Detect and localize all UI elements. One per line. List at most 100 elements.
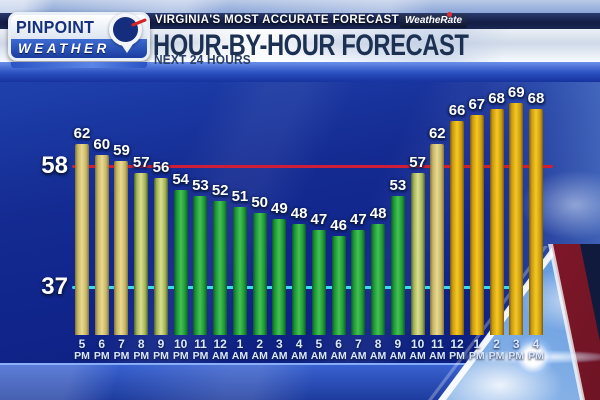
page-subtitle: NEXT 24 HOURS <box>154 53 251 67</box>
hour-meridiem: AM <box>330 349 347 362</box>
bar-value-label: 68 <box>527 90 545 108</box>
hour-label: 9 AM <box>382 338 414 362</box>
hour-meridiem: AM <box>251 349 268 362</box>
top-accent-strip <box>0 0 600 14</box>
hour-meridiem: PM <box>74 349 90 362</box>
hour-label: 5 PM <box>66 338 98 362</box>
temp-bar <box>292 224 307 335</box>
station-tagline: VIRGINIA'S MOST ACCURATE FORECAST <box>155 14 400 26</box>
bar-value-label: 47 <box>350 211 367 229</box>
hour-number: 2 <box>256 337 263 351</box>
temp-bar <box>114 160 129 335</box>
temp-bar <box>390 195 405 335</box>
weatherate-badge-label: WeatheRate <box>405 15 463 26</box>
bar-value-label: 47 <box>310 211 328 229</box>
hour-meridiem: AM <box>350 349 367 362</box>
hour-label: 8 PM <box>125 338 157 362</box>
temp-bar <box>450 120 465 335</box>
hour-number: 10 <box>174 337 188 351</box>
hour-meridiem: AM <box>369 349 387 362</box>
hour-meridiem: PM <box>93 349 110 362</box>
bar-value-label: 62 <box>428 124 446 142</box>
temp-bar <box>469 114 484 335</box>
bar-value-label: 56 <box>152 159 170 177</box>
temp-bar <box>252 212 267 335</box>
hour-number: 12 <box>213 337 227 351</box>
hour-number: 8 <box>137 337 145 351</box>
hour-meridiem: AM <box>212 349 229 362</box>
hour-label: 10 AM <box>402 338 434 362</box>
bar-value-label: 51 <box>231 188 249 206</box>
temp-bar <box>529 109 544 335</box>
bottom-band <box>0 363 600 400</box>
bar-value-label: 60 <box>93 136 111 154</box>
temp-bar <box>331 235 346 335</box>
hour-number: 6 <box>98 337 106 351</box>
bar-value-label: 53 <box>192 176 209 194</box>
hour-label: 12 AM <box>204 338 236 362</box>
hour-number: 6 <box>335 337 342 351</box>
pin-tail-icon <box>121 44 133 53</box>
temp-bar <box>371 224 386 335</box>
temp-bar <box>173 189 188 335</box>
temp-bar <box>410 172 425 335</box>
hour-label: 4 PM <box>520 338 552 362</box>
hour-number: 3 <box>276 337 283 351</box>
temp-bar <box>509 103 524 335</box>
logo-line2: WEATHER <box>11 39 147 58</box>
hour-number: 4 <box>532 337 540 351</box>
temp-bar <box>193 195 208 335</box>
hour-label: 9 PM <box>145 338 177 362</box>
hour-label: 1 AM <box>224 338 256 362</box>
axis-label-58: 58 <box>41 151 68 179</box>
bar-value-label: 49 <box>271 199 288 217</box>
hour-meridiem: AM <box>290 349 308 362</box>
bar-value-label: 69 <box>507 84 525 102</box>
hour-number: 8 <box>374 337 382 351</box>
logo-underbar <box>11 62 147 68</box>
temp-bar <box>153 178 168 335</box>
hour-label: 11 PM <box>184 338 216 362</box>
temp-bar <box>351 230 366 335</box>
hour-label: 6 PM <box>86 338 118 362</box>
hour-number: 4 <box>295 337 303 351</box>
temp-bar <box>94 155 109 335</box>
hour-meridiem: AM <box>409 349 426 362</box>
hour-label: 5 AM <box>303 338 335 362</box>
axis-label-37: 37 <box>41 272 68 300</box>
weatherate-dot-icon <box>447 12 453 17</box>
bar-value-label: 46 <box>330 216 347 234</box>
bar-value-label: 48 <box>369 205 387 223</box>
hour-number: 9 <box>157 337 165 351</box>
bar-value-label: 68 <box>488 90 505 108</box>
bar-value-label: 57 <box>409 153 426 171</box>
hour-number: 5 <box>78 337 86 351</box>
bar-value-label: 52 <box>211 182 229 200</box>
hour-meridiem: PM <box>192 349 209 362</box>
hour-meridiem: AM <box>389 349 406 362</box>
bar-value-label: 48 <box>290 205 308 223</box>
hour-label: 4 AM <box>283 338 315 362</box>
hour-meridiem: AM <box>310 349 328 362</box>
hour-meridiem: PM <box>153 349 169 362</box>
reference-line-58 <box>72 165 553 169</box>
hour-number: 1 <box>236 337 244 351</box>
hour-number: 7 <box>118 337 125 351</box>
bar-value-label: 67 <box>468 95 486 113</box>
hour-label: 7 PM <box>105 338 137 362</box>
temp-bar <box>272 218 287 335</box>
hour-label: 7 AM <box>342 338 374 362</box>
hour-meridiem: AM <box>429 349 446 362</box>
temp-bar <box>430 143 445 335</box>
hour-label: 3 AM <box>263 338 295 362</box>
hour-number: 5 <box>315 337 323 351</box>
header-bar: VIRGINIA'S MOST ACCURATE FORECAST Weathe… <box>0 12 600 29</box>
pinpoint-pin-icon <box>109 13 142 46</box>
pinpoint-weather-logo: PINPOINT WEATHER <box>8 12 150 68</box>
hour-number: 7 <box>355 337 362 351</box>
page-title: HOUR-BY-HOUR FORECAST <box>153 29 469 62</box>
hour-label: 2 AM <box>244 338 276 362</box>
hour-meridiem: PM <box>528 349 544 362</box>
bar-value-label: 53 <box>389 176 407 194</box>
